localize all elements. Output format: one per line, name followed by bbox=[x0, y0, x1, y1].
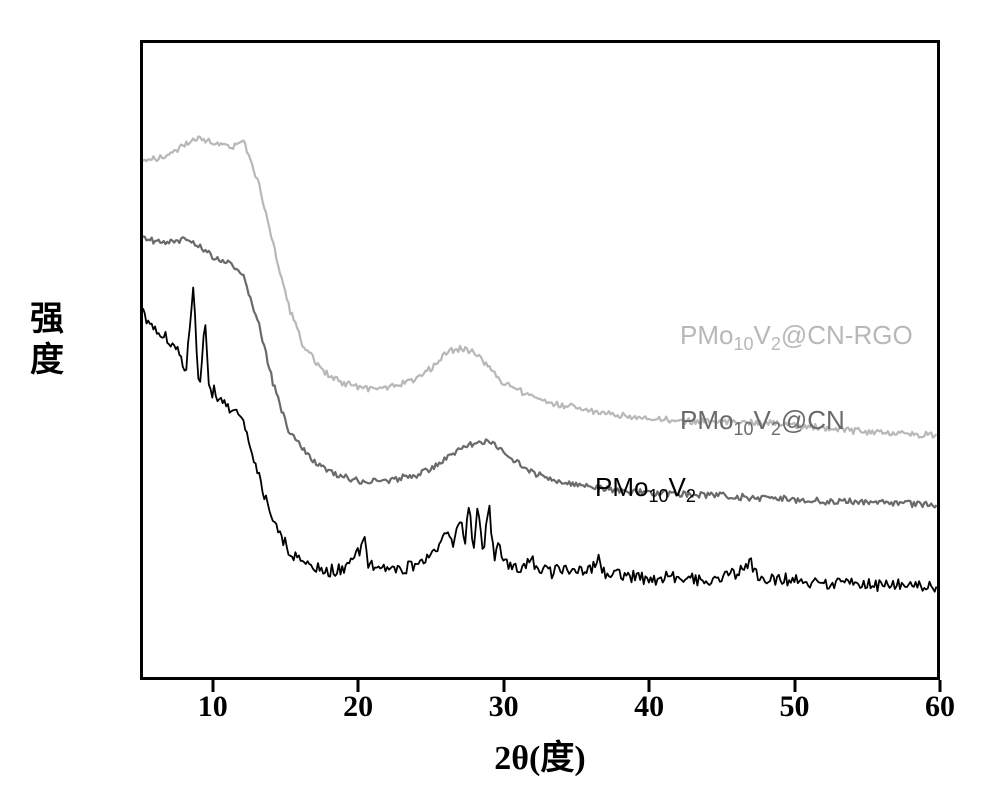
series-label-PMo10V2: PMo10V2 bbox=[595, 472, 696, 507]
x-tick-label: 40 bbox=[634, 690, 664, 724]
xrd-lines-svg bbox=[143, 43, 937, 677]
series-path-PMo10V2@CN-RGO bbox=[143, 136, 936, 437]
x-axis-label: 2θ(度) bbox=[140, 730, 940, 779]
plot-area bbox=[140, 40, 940, 680]
x-tick-label: 20 bbox=[343, 690, 373, 724]
series-label-PMo10V2@CN: PMo10V2@CN bbox=[680, 405, 845, 440]
x-tick-label: 30 bbox=[489, 690, 519, 724]
x-tick-label: 60 bbox=[925, 690, 955, 724]
x-tick-label: 10 bbox=[198, 690, 228, 724]
series-label-PMo10V2@CN-RGO: PMo10V2@CN-RGO bbox=[680, 320, 913, 355]
y-axis-label: 强 度 bbox=[30, 300, 64, 382]
xrd-chart: 强 度 10 20 30 40 50 60 2θ(度) PMo10V2@CN-RGO PMo… bbox=[0, 0, 1000, 787]
series-path-PMo10V2@CN bbox=[143, 237, 936, 508]
x-tick-label: 50 bbox=[780, 690, 810, 724]
